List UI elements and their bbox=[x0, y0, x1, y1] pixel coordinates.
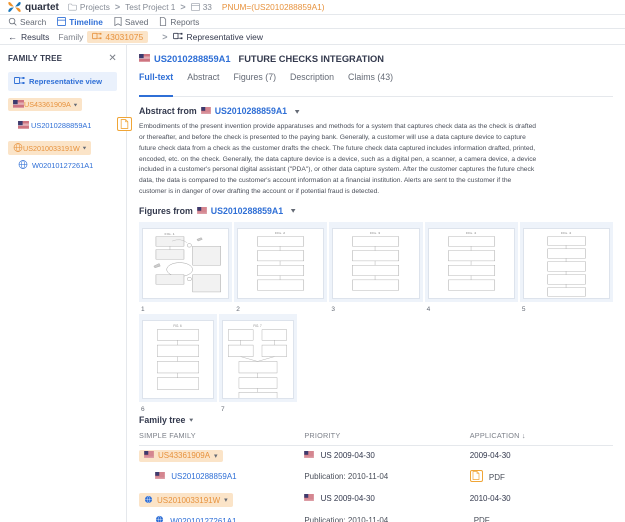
svg-text:FIG. 2: FIG. 2 bbox=[275, 231, 285, 235]
svg-text:FIG. 3: FIG. 3 bbox=[370, 231, 380, 235]
svg-text:FIG. 7: FIG. 7 bbox=[253, 324, 262, 328]
svg-text:FIG. 6: FIG. 6 bbox=[173, 324, 182, 328]
svg-text:FIG. 4: FIG. 4 bbox=[466, 231, 476, 235]
svg-text:FIG. 1: FIG. 1 bbox=[165, 232, 175, 236]
svg-text:FIG. 4: FIG. 4 bbox=[561, 231, 571, 235]
